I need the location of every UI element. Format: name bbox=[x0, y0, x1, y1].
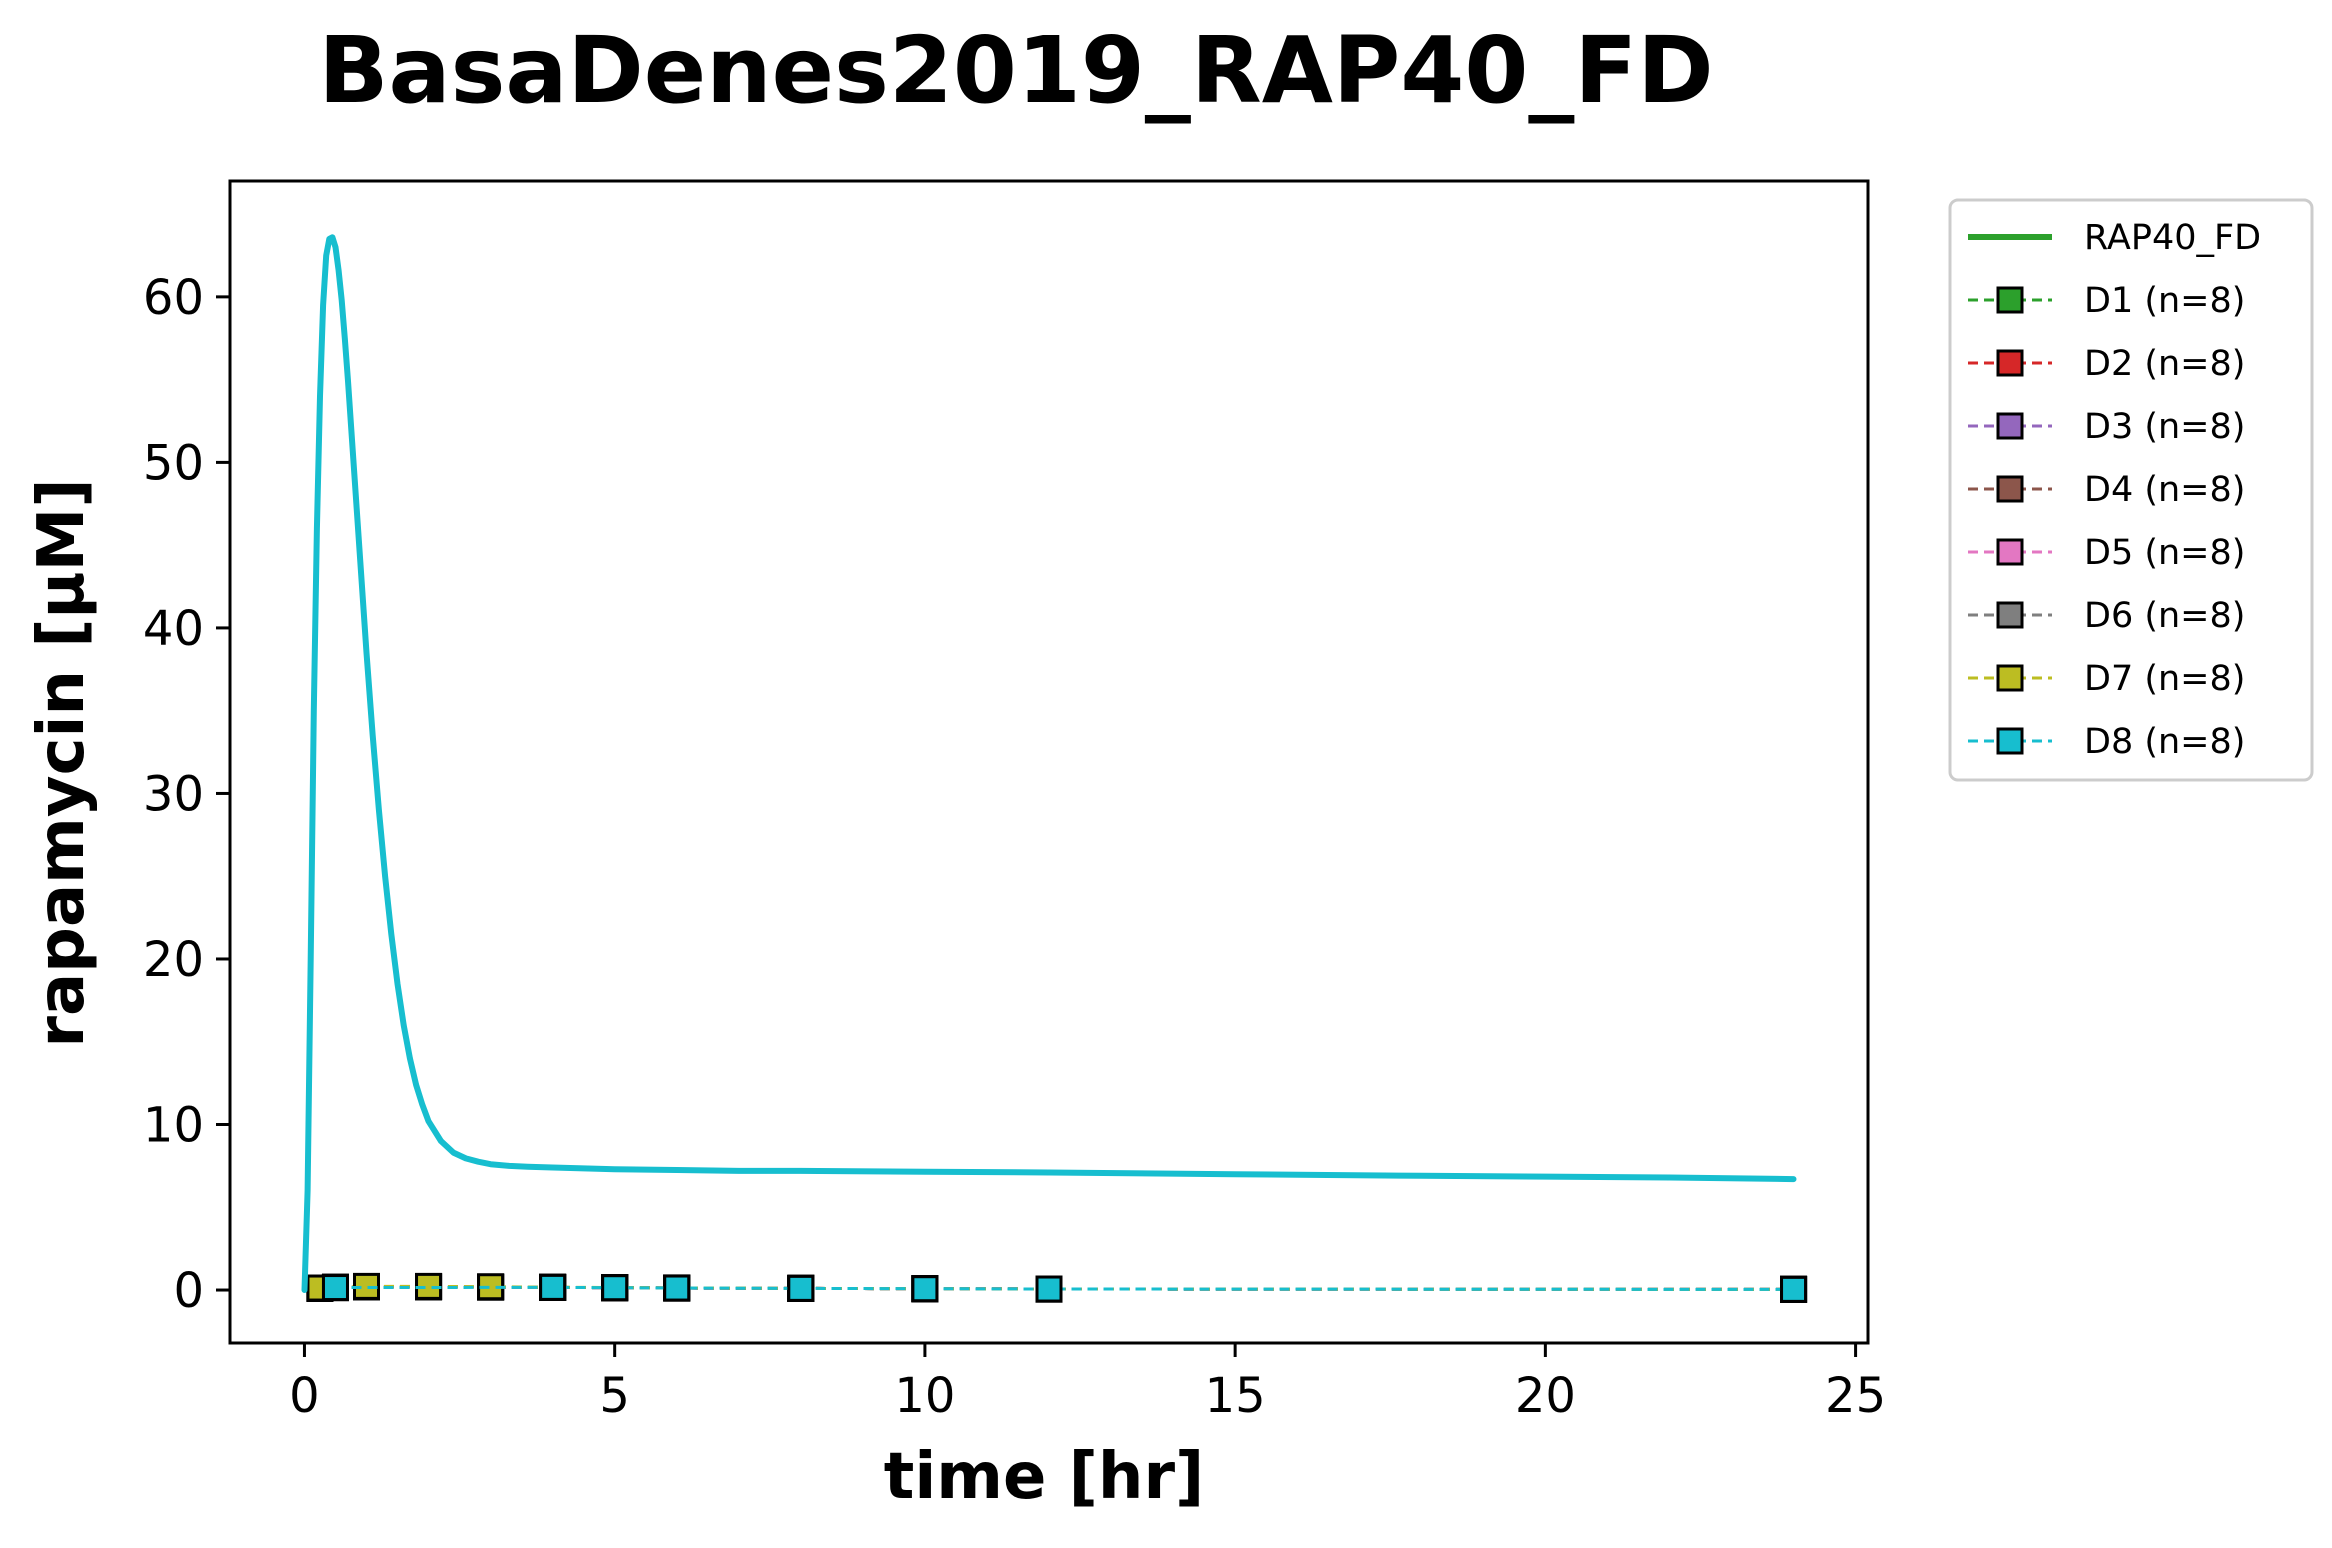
legend-label: D1 (n=8) bbox=[2084, 281, 2245, 321]
data-point bbox=[601, 1274, 629, 1302]
y-tick-label: 0 bbox=[173, 1263, 204, 1319]
y-tick-label: 20 bbox=[143, 932, 204, 988]
data-point bbox=[911, 1275, 939, 1303]
x-tick-label: 5 bbox=[599, 1368, 630, 1424]
chart-title: BasaDenes2019_RAP40_FD bbox=[318, 17, 1713, 124]
data-point bbox=[663, 1274, 691, 1302]
y-tick-label: 40 bbox=[143, 601, 204, 657]
y-tick-label: 60 bbox=[143, 270, 204, 326]
legend-label: D4 (n=8) bbox=[2084, 470, 2245, 510]
x-tick-label: 0 bbox=[289, 1368, 320, 1424]
data-point bbox=[787, 1274, 815, 1302]
legend-label: D7 (n=8) bbox=[2084, 659, 2245, 699]
legend-marker-swatch bbox=[1996, 349, 2024, 377]
plot-content bbox=[301, 234, 1808, 1303]
legend-marker-swatch bbox=[1996, 727, 2024, 755]
data-point bbox=[539, 1273, 567, 1301]
legend-marker-swatch bbox=[1996, 286, 2024, 314]
y-axis-label: rapamycin [µM] bbox=[25, 478, 99, 1047]
y-tick-label: 50 bbox=[143, 435, 204, 491]
legend-label: D2 (n=8) bbox=[2084, 344, 2245, 384]
axes-frame bbox=[228, 179, 1870, 1345]
plot-area: 0 5 10 15 20 25 0 10 20 30 40 50 60 bbox=[143, 179, 1886, 1424]
data-point bbox=[1780, 1275, 1808, 1303]
x-tick-label: 10 bbox=[894, 1368, 955, 1424]
legend-marker-swatch bbox=[1996, 601, 2024, 629]
y-tick-label: 10 bbox=[143, 1098, 204, 1154]
data-point bbox=[1035, 1275, 1063, 1303]
legend-label: D3 (n=8) bbox=[2084, 407, 2245, 447]
model-curve-line bbox=[301, 234, 1797, 1293]
x-axis-label: time [hr] bbox=[884, 1440, 1205, 1514]
legend-label: D6 (n=8) bbox=[2084, 596, 2245, 636]
legend-label: RAP40_FD bbox=[2084, 218, 2261, 258]
legend-frame bbox=[1948, 198, 2314, 782]
x-tick-label: 25 bbox=[1825, 1368, 1886, 1424]
data-point bbox=[321, 1274, 349, 1302]
x-tick-label: 20 bbox=[1515, 1368, 1576, 1424]
legend: RAP40_FD D1 (n=8) D2 (n=8) D3 (n=8) D4 (n=8)… bbox=[1948, 198, 2314, 782]
legend-marker-swatch bbox=[1996, 475, 2024, 503]
x-tick-label: 15 bbox=[1205, 1368, 1266, 1424]
legend-marker-swatch bbox=[1996, 664, 2024, 692]
legend-marker-swatch bbox=[1996, 412, 2024, 440]
legend-marker-swatch bbox=[1996, 538, 2024, 566]
y-tick-label: 30 bbox=[143, 766, 204, 822]
legend-label: D8 (n=8) bbox=[2084, 722, 2245, 762]
legend-label: D5 (n=8) bbox=[2084, 533, 2245, 573]
